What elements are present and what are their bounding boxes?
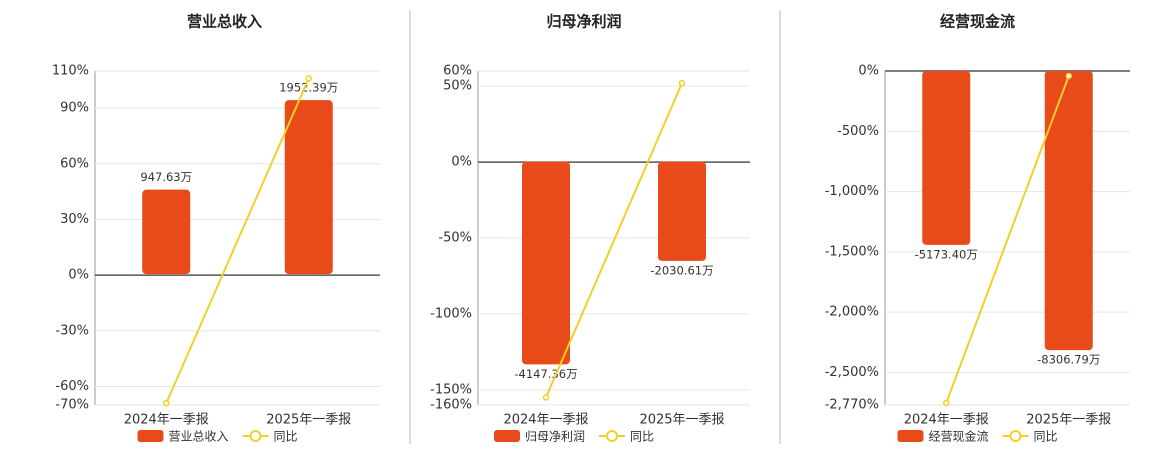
y-tick-label: 0%	[858, 64, 879, 79]
x-tick-label: 2024年一季报	[904, 413, 989, 428]
legend-label: 同比	[630, 430, 654, 444]
y-tick-label: 90%	[60, 101, 89, 116]
legend-swatch	[494, 430, 520, 442]
y-tick-label: 60%	[443, 64, 472, 79]
y-tick-label: -2,770%	[825, 398, 879, 413]
legend-label: 同比	[1034, 430, 1058, 444]
line	[165, 78, 310, 404]
x-tick-label: 2025年一季报	[266, 413, 351, 428]
legend-label: 经营现金流	[929, 429, 989, 444]
bar-value-label: 1952.39万	[279, 81, 338, 95]
line-point	[163, 399, 170, 407]
y-tick-label: -1,000%	[825, 184, 879, 199]
bar	[142, 189, 191, 275]
x-tick-label: 2024年一季报	[503, 413, 588, 428]
y-tick-label: 30%	[60, 212, 89, 227]
bar	[658, 161, 706, 261]
bar	[1044, 71, 1093, 351]
y-tick-label: 0%	[451, 155, 472, 170]
x-tick-label: 2024年一季报	[124, 413, 209, 428]
y-tick-label: -2,500%	[825, 365, 879, 380]
legend-label: 营业总收入	[169, 430, 229, 444]
y-tick-label: -70%	[55, 398, 89, 413]
bar-value-label: 947.63万	[140, 170, 192, 184]
y-tick-label: -100%	[430, 306, 472, 321]
bar-value-label: -4147.36万	[514, 367, 577, 381]
y-tick-label: 110%	[52, 64, 89, 79]
y-tick-label: 60%	[60, 156, 89, 171]
y-tick-label: 0%	[68, 268, 89, 283]
legend-label: 归母净利润	[525, 430, 585, 444]
bar	[284, 100, 333, 275]
chart-title: 营业总收入	[187, 13, 262, 31]
line-point	[542, 394, 550, 401]
y-tick-label: -1,500%	[825, 244, 879, 259]
legend-swatch	[897, 430, 924, 442]
legend-point	[1009, 430, 1022, 442]
line	[545, 82, 683, 398]
line-point	[943, 399, 950, 407]
bar	[522, 161, 570, 365]
chart-title: 归母净利润	[546, 13, 621, 31]
x-tick-label: 2025年一季报	[1026, 413, 1111, 428]
legend-swatch	[137, 430, 164, 442]
legend-point	[606, 430, 619, 442]
y-tick-label: -60%	[55, 379, 89, 394]
line-point	[678, 79, 686, 87]
bar	[922, 71, 971, 245]
chart-title: 经营现金流	[940, 13, 1015, 31]
y-tick-label: -500%	[837, 124, 879, 139]
y-tick-label: -50%	[438, 231, 472, 246]
line	[945, 75, 1070, 404]
bar-value-label: -8306.79万	[1037, 353, 1100, 367]
y-tick-label: 50%	[443, 79, 472, 94]
y-tick-label: -150%	[430, 382, 472, 397]
y-tick-label: -30%	[55, 323, 89, 338]
legend-label: 同比	[274, 430, 298, 444]
line-point	[305, 75, 312, 82]
y-tick-label: -2,000%	[825, 305, 879, 320]
x-tick-label: 2025年一季报	[639, 413, 724, 428]
y-tick-label: -160%	[430, 398, 472, 413]
bar-value-label: -5173.40万	[915, 247, 978, 261]
legend-point	[249, 430, 262, 442]
line-point	[1065, 72, 1072, 80]
bar-value-label: -2030.61万	[650, 263, 713, 277]
